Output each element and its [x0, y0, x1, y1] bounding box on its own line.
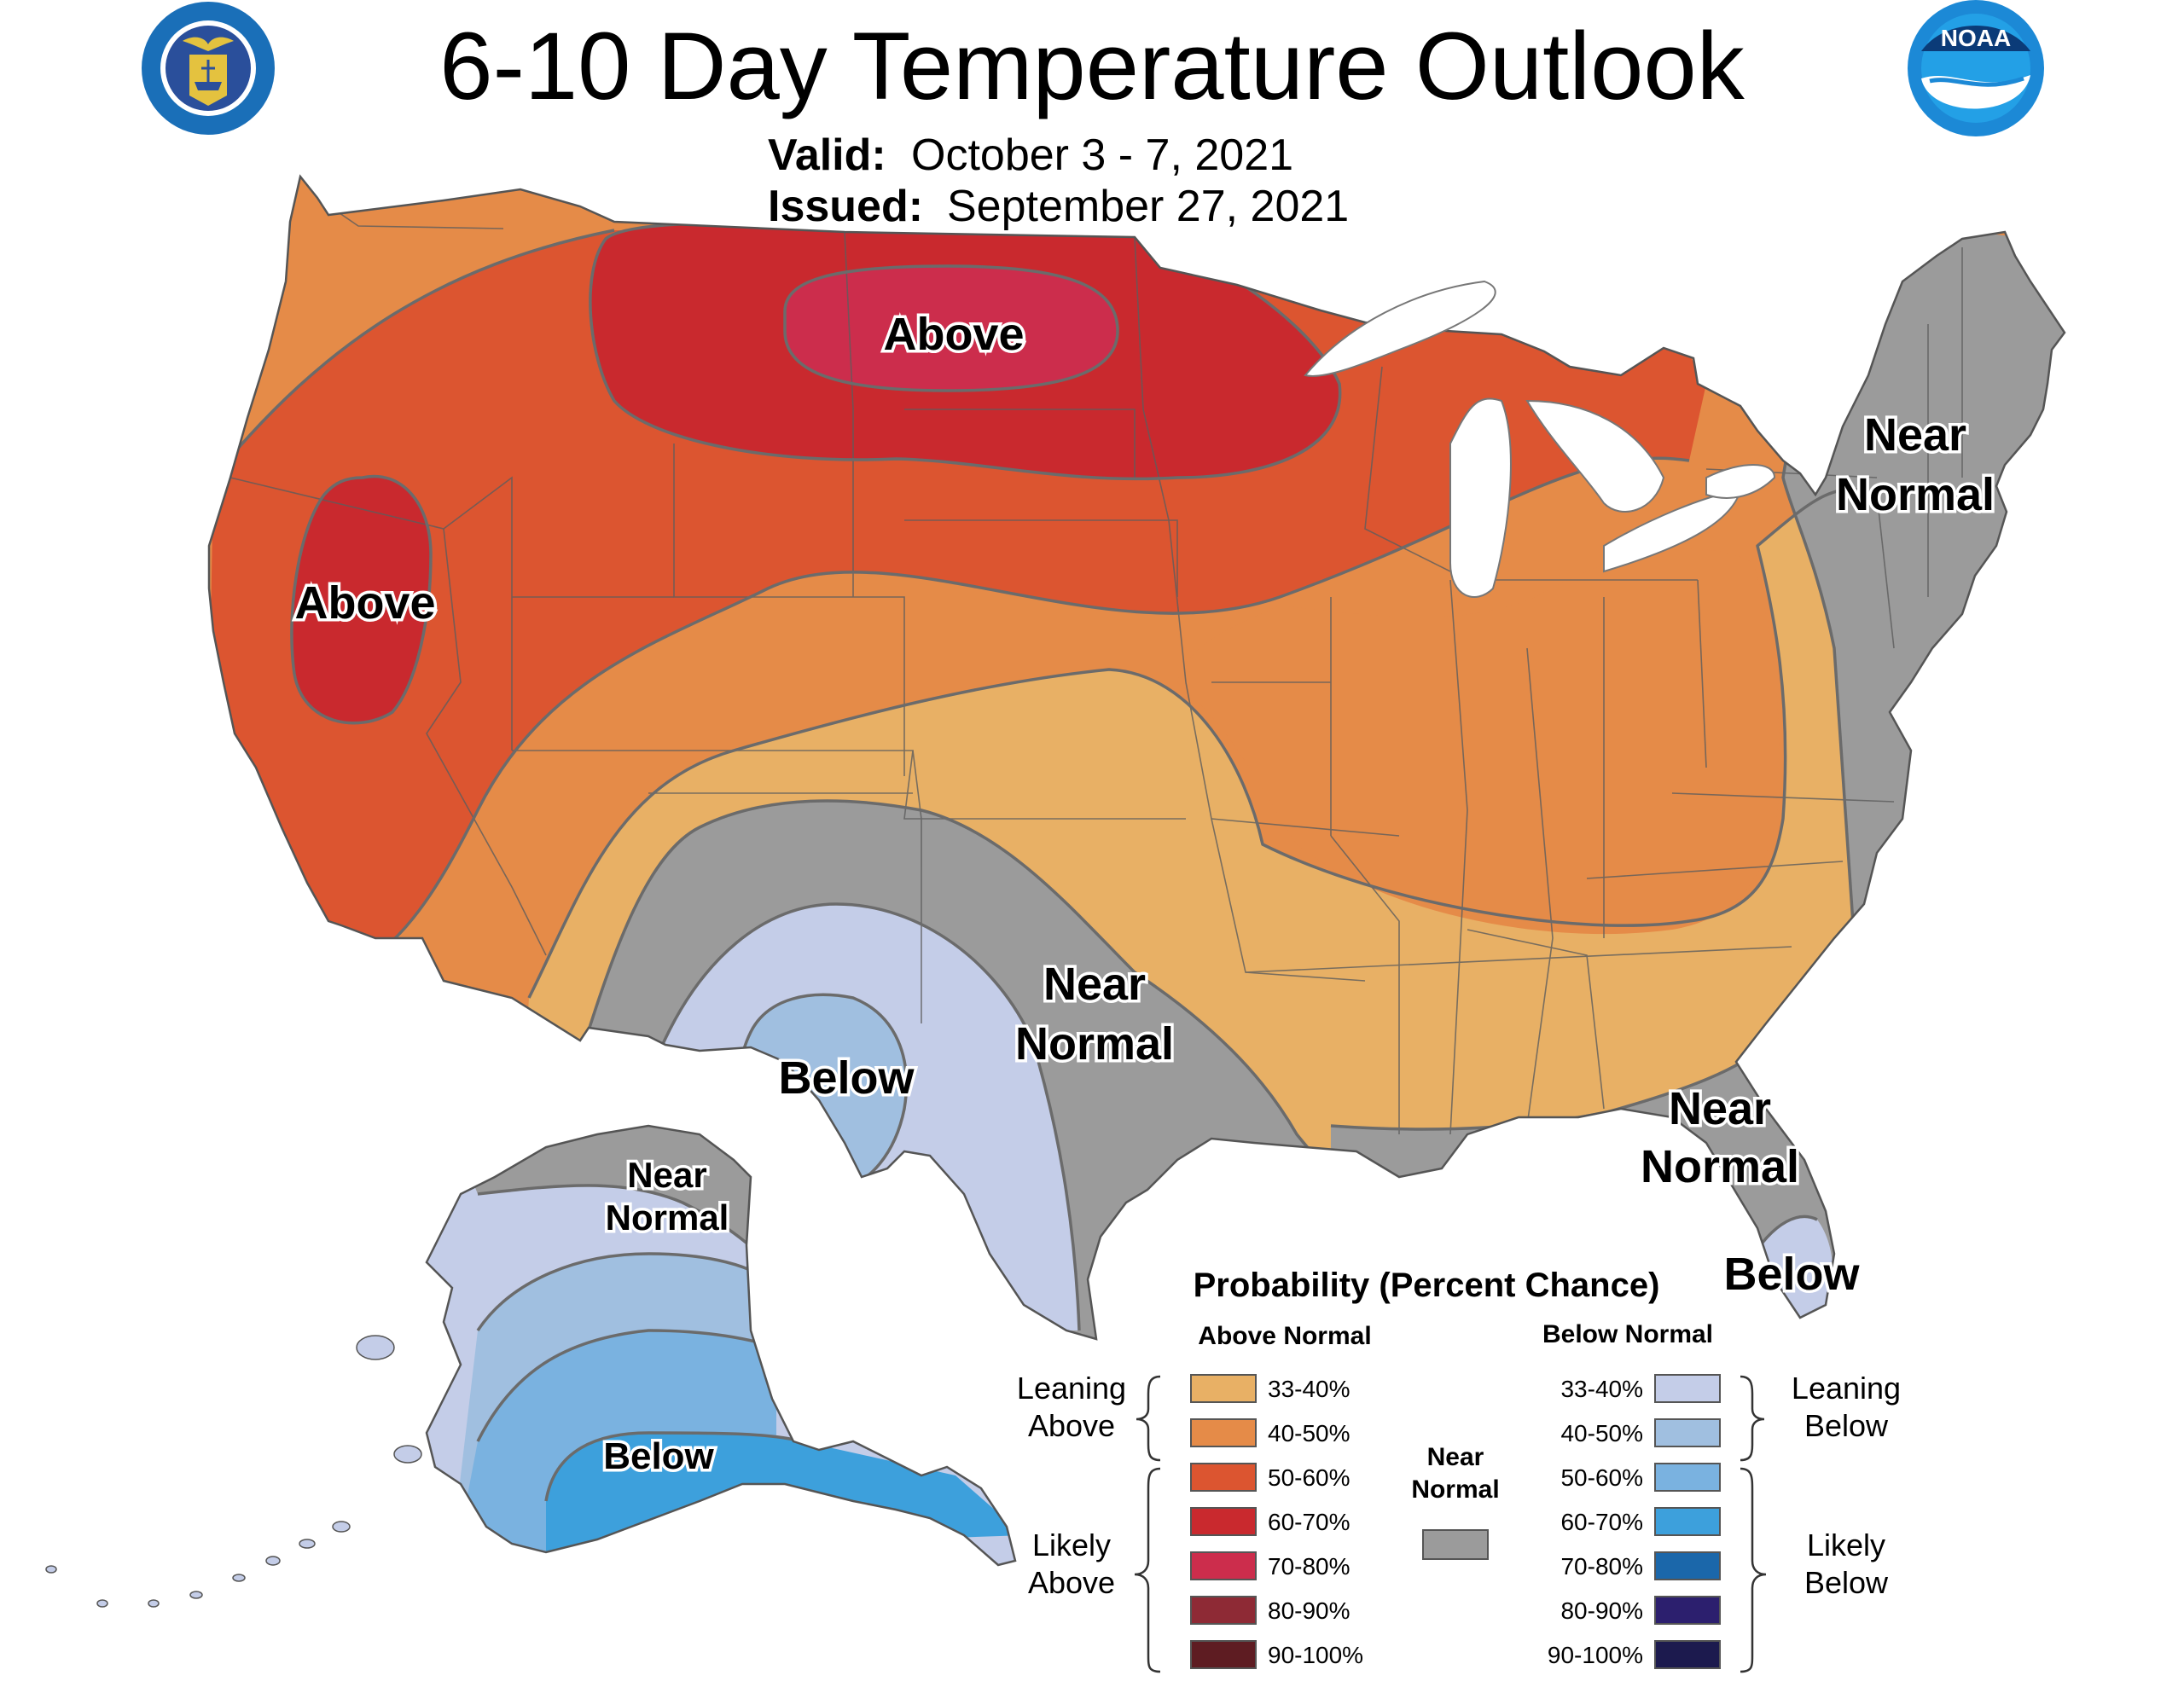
legend-above-swatch-0 — [1190, 1374, 1257, 1403]
legend-above-range-0: 33-40% — [1268, 1376, 1350, 1402]
legend-above-swatch-1 — [1190, 1418, 1257, 1447]
great-lakes — [1304, 280, 1776, 598]
noaa-logo: NOAA — [1908, 0, 2044, 136]
legend-above-range-5: 80-90% — [1268, 1597, 1350, 1624]
label-near-sw-1: Near — [1043, 959, 1146, 1010]
label-below-florida: Below — [1723, 1249, 1860, 1300]
label-below-alaska: Below — [603, 1435, 714, 1477]
legend-near-normal-swatch — [1422, 1529, 1489, 1560]
legend-below-swatches: 33-40% 40-50% 50-60% 60-70% 70-80% 80-90% 90-1… — [1548, 1374, 1721, 1669]
legend-leaning-above-2: Above — [1028, 1408, 1115, 1443]
legend-above-range-3: 60-70% — [1268, 1509, 1350, 1535]
legend-below-range-1: 40-50% — [1560, 1420, 1643, 1446]
legend-below-swatch-2 — [1654, 1463, 1721, 1492]
legend-leaning-below-1: Leaning — [1792, 1371, 1901, 1406]
legend-below-swatch-5 — [1654, 1596, 1721, 1625]
legend-below-swatch-1 — [1654, 1418, 1721, 1447]
legend-above-range-6: 90-100% — [1268, 1642, 1363, 1668]
legend-below-range-2: 50-60% — [1560, 1464, 1643, 1491]
legend-below-range-6: 90-100% — [1548, 1642, 1643, 1668]
legend-likely-below-1: Likely — [1807, 1528, 1885, 1562]
label-near-sw-2: Normal — [1015, 1018, 1174, 1070]
label-near-ak-1: Near — [627, 1155, 706, 1195]
legend-above-swatch-3 — [1190, 1507, 1257, 1536]
issued-value: September 27, 2021 — [947, 182, 1350, 231]
label-near-se-1: Near — [1669, 1083, 1771, 1134]
region-above-60-70-west — [291, 476, 431, 723]
issued-label: Issued: — [768, 182, 924, 231]
legend-above-range-4: 70-80% — [1268, 1553, 1350, 1580]
label-near-ne-2: Normal — [1836, 469, 1995, 520]
legend-above-swatch-4 — [1190, 1551, 1257, 1580]
region-above-70-80 — [785, 266, 1118, 391]
legend-below-swatch-4 — [1654, 1551, 1721, 1580]
page-title: 6-10 Day Temperature Outlook — [439, 13, 1745, 119]
legend-above-swatch-5 — [1190, 1596, 1257, 1625]
legend: Probability (Percent Chance) Above Norma… — [1017, 1267, 1901, 1673]
legend-above-swatch-6 — [1190, 1640, 1257, 1669]
legend-above-swatch-2 — [1190, 1463, 1257, 1492]
legend-likely-above-1: Likely — [1032, 1528, 1111, 1562]
legend-braces — [1134, 1375, 1767, 1673]
valid-value: October 3 - 7, 2021 — [911, 130, 1294, 180]
legend-leaning-above-1: Leaning — [1017, 1371, 1126, 1406]
legend-below-swatch-3 — [1654, 1507, 1721, 1536]
label-near-ne-1: Near — [1864, 409, 1966, 461]
legend-below-swatch-6 — [1654, 1640, 1721, 1669]
legend-above-swatches: 33-40% 40-50% 50-60% 60-70% 70-80% 80-90% 90-1… — [1190, 1374, 1363, 1669]
legend-below-header: Below Normal — [1542, 1320, 1713, 1348]
label-near-ak-2: Normal — [606, 1197, 729, 1238]
aleutian-islands — [45, 1335, 422, 1608]
legend-near-normal-2: Normal — [1411, 1475, 1499, 1504]
label-near-se-2: Normal — [1641, 1141, 1799, 1192]
legend-below-range-3: 60-70% — [1560, 1509, 1643, 1535]
legend-likely-below-2: Below — [1804, 1565, 1889, 1600]
legend-above-header: Above Normal — [1198, 1322, 1371, 1350]
label-above-west: Above — [294, 577, 435, 629]
legend-below-swatch-0 — [1654, 1374, 1721, 1403]
commerce-seal-logo — [142, 2, 275, 135]
noaa-logo-text: NOAA — [1941, 25, 2011, 51]
legend-title: Probability (Percent Chance) — [1194, 1267, 1660, 1304]
legend-near-normal-1: Near — [1427, 1443, 1484, 1471]
legend-below-range-0: 33-40% — [1560, 1376, 1643, 1402]
legend-below-range-5: 80-90% — [1560, 1597, 1643, 1624]
state-borders — [229, 197, 1963, 1135]
region-above-40-50-east — [1177, 548, 1780, 935]
legend-below-range-4: 70-80% — [1560, 1553, 1643, 1580]
label-above-north: Above — [883, 309, 1024, 360]
map-labels: Above Above Near Normal Near Normal Belo… — [292, 306, 1998, 1481]
valid-label: Valid: — [768, 130, 886, 180]
alaska-contours — [476, 1184, 803, 1502]
legend-leaning-below-2: Below — [1804, 1408, 1889, 1443]
legend-above-range-2: 50-60% — [1268, 1464, 1350, 1491]
legend-above-range-1: 40-50% — [1268, 1420, 1350, 1446]
legend-likely-above-2: Above — [1028, 1565, 1115, 1600]
label-below-sw: Below — [778, 1052, 915, 1104]
